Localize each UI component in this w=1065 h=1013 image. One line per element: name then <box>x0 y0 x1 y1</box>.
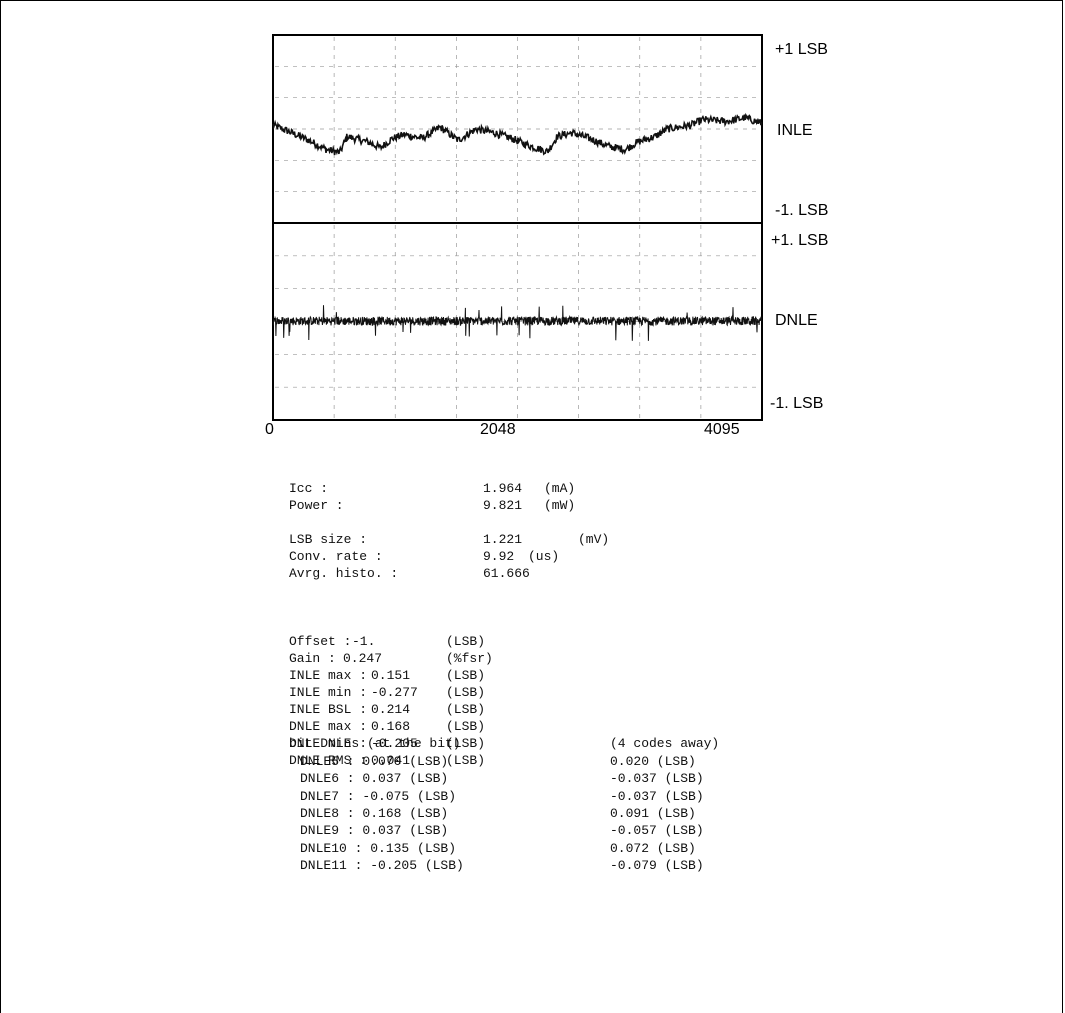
lsb-size-label: LSB size : <box>289 532 368 547</box>
power-unit: (mW) <box>544 498 576 513</box>
x-tick-label-0: 0 <box>265 421 274 438</box>
error-value: 0.041 <box>371 753 411 768</box>
error-value: -0.277 <box>371 685 418 700</box>
conv-rate-value: 9.92 <box>483 549 515 564</box>
error-unit: (LSB) <box>446 719 486 734</box>
lsb-size-unit: (mV) <box>578 532 610 547</box>
bit-dnle-header: bit DNLEs (at the bit) <box>289 736 461 751</box>
bit-dnle-4-codes-away: 0.091 (LSB) <box>610 805 696 821</box>
bit-dnle-at-bit: DNLE9 : 0.037 (LSB) <box>300 823 449 839</box>
bit-dnle-at-bit: DNLE8 : 0.168 (LSB) <box>300 805 449 821</box>
bit-dnle-4-codes-away: -0.037 (LSB) <box>610 771 704 787</box>
inle-grid <box>275 37 760 221</box>
bit-dnle-4-codes-away: -0.057 (LSB) <box>610 823 704 839</box>
error-label: DNLE max : <box>289 719 368 734</box>
bit-dnle-header-away: (4 codes away) <box>610 736 720 751</box>
bit-dnle-4-codes-away: -0.079 (LSB) <box>610 857 704 873</box>
dnle-series-label: DNLE <box>775 312 818 329</box>
error-label: Offset : <box>289 634 352 649</box>
error-unit: (LSB) <box>446 668 486 683</box>
bit-dnle-at-bit: DNLE11 : -0.205 (LSB) <box>300 857 464 873</box>
bit-dnle-4-codes-away: 0.020 (LSB) <box>610 754 696 769</box>
error-unit: (%fsr) <box>446 651 493 666</box>
power-label: Power : <box>289 498 344 513</box>
error-label: Gain : <box>289 651 336 666</box>
x-tick-label-2: 4095 <box>704 421 740 438</box>
error-label: DNLE RMS : <box>289 753 368 768</box>
error-unit: (LSB) <box>446 685 486 700</box>
error-unit: (LSB) <box>446 753 486 768</box>
dnle-panel <box>272 222 763 421</box>
error-unit: (LSB) <box>446 702 486 717</box>
power-value: 9.821 <box>483 498 523 513</box>
error-value: 0.247 <box>343 651 383 666</box>
error-label: INLE min : <box>289 685 368 700</box>
bit-dnle-at-bit: DNLE5 : 0.070 (LSB) <box>300 754 449 769</box>
error-value: -0.205 <box>371 736 418 751</box>
inle-top-label: +1 LSB <box>775 41 828 58</box>
bit-dnle-at-bit: DNLE6 : 0.037 (LSB) <box>300 771 449 787</box>
error-value: -1. <box>352 634 376 649</box>
error-value: 0.214 <box>371 702 411 717</box>
dnle-trace <box>272 305 763 341</box>
error-value: 0.168 <box>371 719 411 734</box>
x-tick-label-1: 2048 <box>480 421 516 438</box>
conv-rate-label: Conv. rate : <box>289 549 383 564</box>
error-label: INLE BSL : <box>289 702 368 717</box>
error-label: DNLE min : <box>289 736 368 751</box>
error-unit: (LSB) <box>446 634 486 649</box>
bit-dnle-at-bit: DNLE7 : -0.075 (LSB) <box>300 788 457 804</box>
dnle-top-label: +1. LSB <box>771 232 828 249</box>
lsb-size-value: 1.221 <box>483 532 523 547</box>
avrg-histo-value: 61.666 <box>483 566 530 581</box>
bit-dnle-4-codes-away: -0.037 (LSB) <box>610 788 704 804</box>
error-unit: (LSB) <box>446 736 486 751</box>
icc-value: 1.964 <box>483 481 523 496</box>
bit-dnle-4-codes-away: 0.072 (LSB) <box>610 840 696 856</box>
inle-bottom-label: -1. LSB <box>775 202 828 219</box>
icc-label: Icc : <box>289 481 329 496</box>
error-label: INLE max : <box>289 668 368 683</box>
dnle-bottom-label: -1. LSB <box>770 395 823 412</box>
icc-unit: (mA) <box>544 481 576 496</box>
inle-series-label: INLE <box>777 122 813 139</box>
inle-trace <box>272 112 763 156</box>
avrg-histo-label: Avrg. histo. : <box>289 566 399 581</box>
error-value: 0.151 <box>371 668 411 683</box>
inle-panel <box>272 34 763 224</box>
inle-dnle-plots: +1 LSB INLE -1. LSB +1. LSB DNLE -1. LSB… <box>265 34 828 438</box>
bit-dnle-at-bit: DNLE10 : 0.135 (LSB) <box>300 840 457 856</box>
conv-rate-unit: (us) <box>528 549 560 564</box>
